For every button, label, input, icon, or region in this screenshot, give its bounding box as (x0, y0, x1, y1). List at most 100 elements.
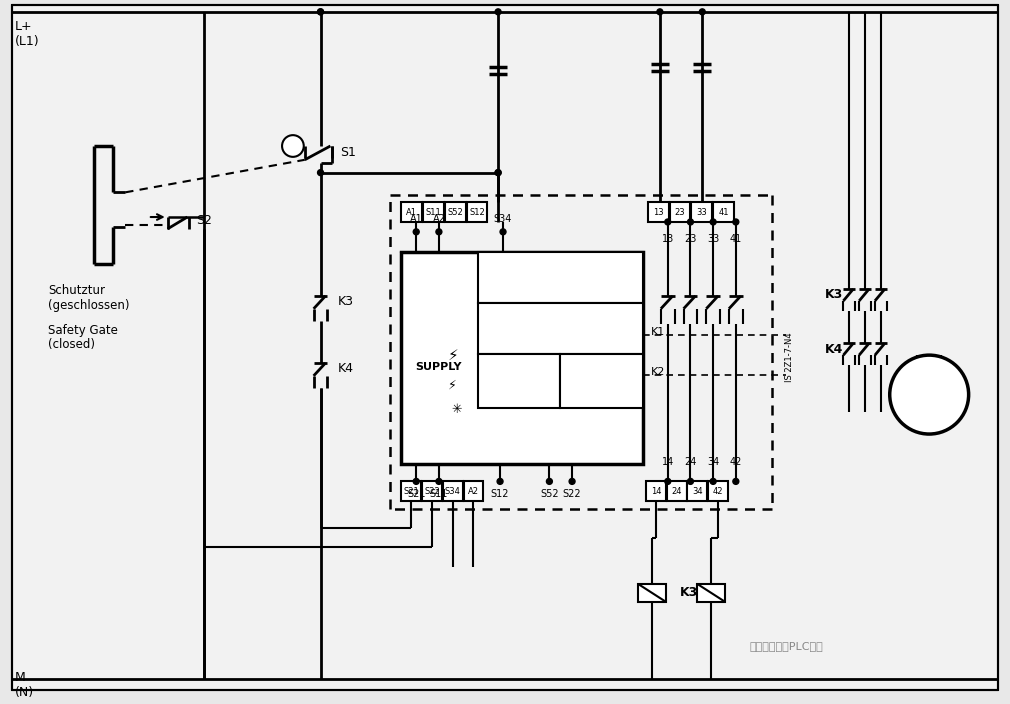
Text: +: + (515, 383, 524, 393)
Circle shape (688, 219, 694, 225)
Text: M: M (919, 385, 939, 404)
Bar (561, 354, 643, 408)
Text: S11: S11 (425, 208, 441, 217)
Text: S34: S34 (494, 214, 512, 224)
Text: ⚡K2: ⚡K2 (613, 370, 635, 380)
Text: 14: 14 (650, 486, 662, 496)
Text: 13: 13 (662, 234, 674, 244)
Text: 14: 14 (662, 457, 674, 467)
Circle shape (495, 9, 501, 15)
Text: 41: 41 (718, 208, 729, 217)
Circle shape (413, 479, 419, 484)
Circle shape (413, 229, 419, 234)
Bar (479, 303, 643, 354)
Text: S34: S34 (444, 486, 461, 496)
Circle shape (688, 479, 694, 484)
Text: 33: 33 (707, 234, 719, 244)
Circle shape (495, 170, 501, 175)
Text: Safety Gate: Safety Gate (48, 324, 118, 337)
Bar (401, 482, 421, 501)
Text: 34: 34 (707, 457, 719, 467)
Text: M
(N): M (N) (15, 671, 34, 699)
Text: 42: 42 (713, 486, 723, 496)
Text: ✳: ✳ (451, 403, 462, 416)
Circle shape (436, 479, 441, 484)
Circle shape (317, 9, 323, 15)
Text: S11: S11 (429, 489, 448, 499)
Circle shape (665, 479, 671, 484)
Circle shape (546, 479, 552, 484)
Text: K3: K3 (680, 586, 698, 599)
Text: S22: S22 (563, 489, 582, 499)
Circle shape (282, 135, 304, 157)
Text: + -: + - (593, 383, 610, 393)
Text: A1: A1 (406, 208, 417, 217)
Text: K3: K3 (825, 289, 843, 301)
Circle shape (733, 479, 738, 484)
Bar (401, 251, 643, 464)
Text: RESET: RESET (538, 271, 583, 284)
Text: 34: 34 (692, 486, 703, 496)
Circle shape (569, 479, 575, 484)
Text: CH 2: CH 2 (589, 367, 614, 377)
Text: 24: 24 (672, 486, 682, 496)
Bar (667, 482, 687, 501)
Bar (422, 482, 441, 501)
Bar (467, 202, 487, 222)
Text: IS 2Z1-7-N4: IS 2Z1-7-N4 (785, 333, 794, 382)
Text: 33: 33 (697, 208, 707, 217)
Bar (479, 354, 561, 408)
Text: A1: A1 (410, 214, 422, 224)
Text: K2: K2 (651, 367, 666, 377)
Text: 41: 41 (729, 234, 742, 244)
Text: S22: S22 (424, 486, 440, 496)
Bar (646, 482, 666, 501)
Bar (697, 584, 725, 602)
Circle shape (890, 355, 969, 434)
Text: S12: S12 (469, 208, 485, 217)
Text: (closed): (closed) (48, 339, 95, 351)
Bar (464, 482, 484, 501)
Bar (670, 202, 691, 222)
Text: 23: 23 (675, 208, 686, 217)
Text: 头条号：技成PLC课堂: 头条号：技成PLC课堂 (749, 641, 823, 651)
Text: ⚡: ⚡ (447, 348, 459, 363)
Circle shape (495, 170, 501, 175)
Bar (708, 482, 728, 501)
Text: SUPPLY: SUPPLY (416, 363, 463, 372)
Bar (648, 202, 669, 222)
Text: ⚡: ⚡ (448, 378, 458, 391)
Circle shape (436, 229, 441, 234)
Circle shape (665, 219, 671, 225)
Text: ⚡K1: ⚡K1 (613, 330, 635, 341)
Circle shape (710, 479, 716, 484)
Text: K4: K4 (825, 343, 843, 356)
Bar (688, 482, 707, 501)
Text: K3: K3 (337, 296, 354, 308)
Circle shape (656, 9, 663, 15)
Text: S21: S21 (407, 489, 425, 499)
Text: 42: 42 (729, 457, 742, 467)
Text: S52: S52 (540, 489, 559, 499)
Text: K4: K4 (337, 363, 354, 375)
Circle shape (317, 170, 323, 175)
Text: A2: A2 (432, 214, 445, 224)
Circle shape (497, 479, 503, 484)
Text: S2: S2 (196, 215, 212, 227)
Text: A2: A2 (468, 486, 479, 496)
Bar (479, 251, 643, 303)
Circle shape (699, 9, 705, 15)
Text: S21: S21 (403, 486, 419, 496)
Bar (442, 482, 463, 501)
Circle shape (500, 229, 506, 234)
Text: Schutztur: Schutztur (48, 284, 105, 297)
Bar (423, 202, 443, 222)
Text: CH 1: CH 1 (507, 367, 532, 377)
Text: 13: 13 (653, 208, 664, 217)
Text: L+
(L1): L+ (L1) (15, 20, 39, 48)
Text: S1: S1 (340, 146, 357, 159)
Text: 23: 23 (684, 234, 697, 244)
Circle shape (317, 9, 323, 15)
Bar (638, 584, 666, 602)
Text: S52: S52 (447, 208, 463, 217)
